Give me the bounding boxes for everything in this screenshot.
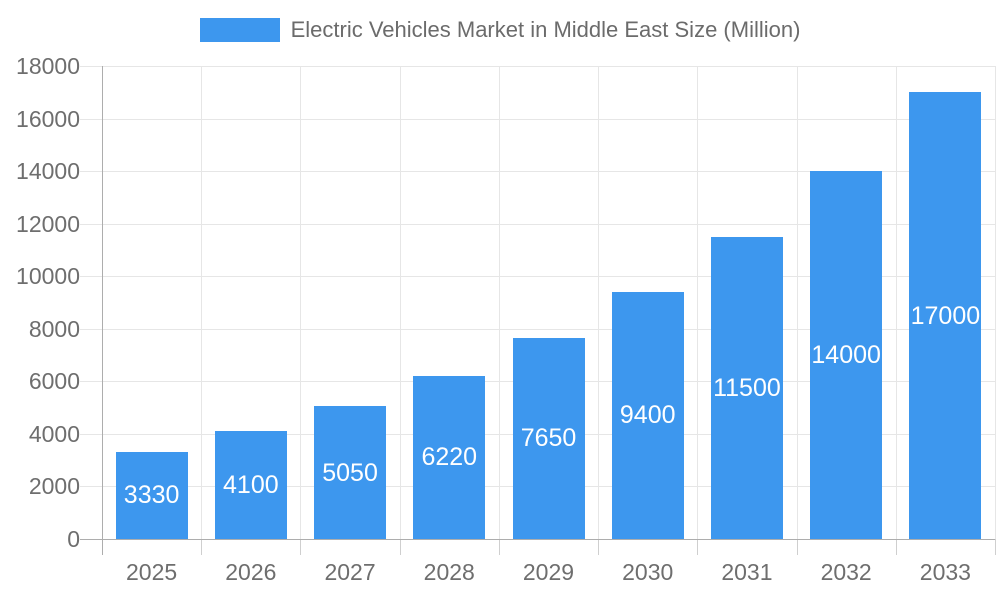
- y-gridline: [80, 276, 995, 278]
- y-axis-tick-label: 6000: [28, 368, 80, 395]
- plot-area: 0 2000 4000 6000 8000 10000 12000 14000 16000 180…: [16, 54, 996, 585]
- y-axis-tick-label: 2000: [28, 473, 80, 500]
- bar-2031[interactable]: [710, 236, 783, 539]
- x-axis-tick-label: 2029: [522, 559, 575, 585]
- y-gridline: [80, 171, 995, 173]
- x-gridline: [895, 66, 897, 539]
- y-axis-tick-label: 0: [67, 526, 80, 552]
- x-gridline: [201, 66, 203, 539]
- y-axis-tick-label: 4000: [28, 420, 80, 447]
- legend[interactable]: Electric Vehicles Market in Middle East …: [0, 17, 1000, 43]
- y-gridline: [80, 223, 995, 225]
- y-axis-tick-label: 8000: [28, 315, 80, 342]
- bar-2029[interactable]: [512, 337, 585, 539]
- x-axis-tick-label: 2025: [126, 559, 178, 585]
- x-axis-tick-label: 2027: [324, 559, 376, 585]
- y-axis-tick-label: 16000: [16, 105, 80, 132]
- y-axis-tick-label: 14000: [16, 158, 80, 185]
- x-axis-tick-label: 2033: [919, 559, 971, 585]
- x-axis-tick-label: 2031: [721, 559, 773, 585]
- x-axis-line: [80, 539, 995, 540]
- x-gridline: [399, 66, 401, 539]
- bar-2025[interactable]: [115, 451, 188, 539]
- x-axis-tick: [300, 539, 302, 555]
- y-gridline: [80, 328, 995, 330]
- x-gridline: [498, 66, 500, 539]
- x-axis-tick: [201, 539, 203, 555]
- legend-label: Electric Vehicles Market in Middle East …: [290, 17, 801, 42]
- bar-2030[interactable]: [611, 292, 684, 539]
- x-axis-tick: [995, 539, 996, 555]
- bar-2027[interactable]: [314, 406, 387, 539]
- bar-2033[interactable]: [909, 92, 982, 539]
- x-axis-tick-label: 2030: [622, 559, 674, 585]
- x-gridline: [796, 66, 798, 539]
- y-gridline: [80, 66, 995, 67]
- x-axis-tick: [796, 539, 798, 555]
- bar-2032[interactable]: [810, 171, 883, 539]
- x-axis-tick-label: 2032: [820, 559, 872, 585]
- x-axis-tick: [399, 539, 401, 555]
- y-axis-tick-label: 18000: [16, 53, 80, 79]
- x-gridline: [697, 66, 699, 539]
- bar-2026[interactable]: [214, 431, 287, 539]
- x-axis-tick: [895, 539, 897, 555]
- x-gridline: [995, 66, 996, 539]
- y-axis-tick-label: 12000: [16, 210, 80, 237]
- x-axis-tick-label: 2026: [225, 559, 277, 585]
- x-axis-tick: [498, 539, 500, 555]
- y-axis-line: [102, 66, 103, 555]
- x-axis-tick-label: 2028: [423, 559, 475, 585]
- legend-swatch: [199, 18, 280, 42]
- x-gridline: [300, 66, 302, 539]
- y-axis-tick-label: 10000: [16, 263, 80, 290]
- x-axis-tick: [598, 539, 600, 555]
- x-gridline: [598, 66, 600, 539]
- x-axis-tick: [697, 539, 699, 555]
- bar-2028[interactable]: [413, 375, 486, 539]
- y-gridline: [80, 118, 995, 120]
